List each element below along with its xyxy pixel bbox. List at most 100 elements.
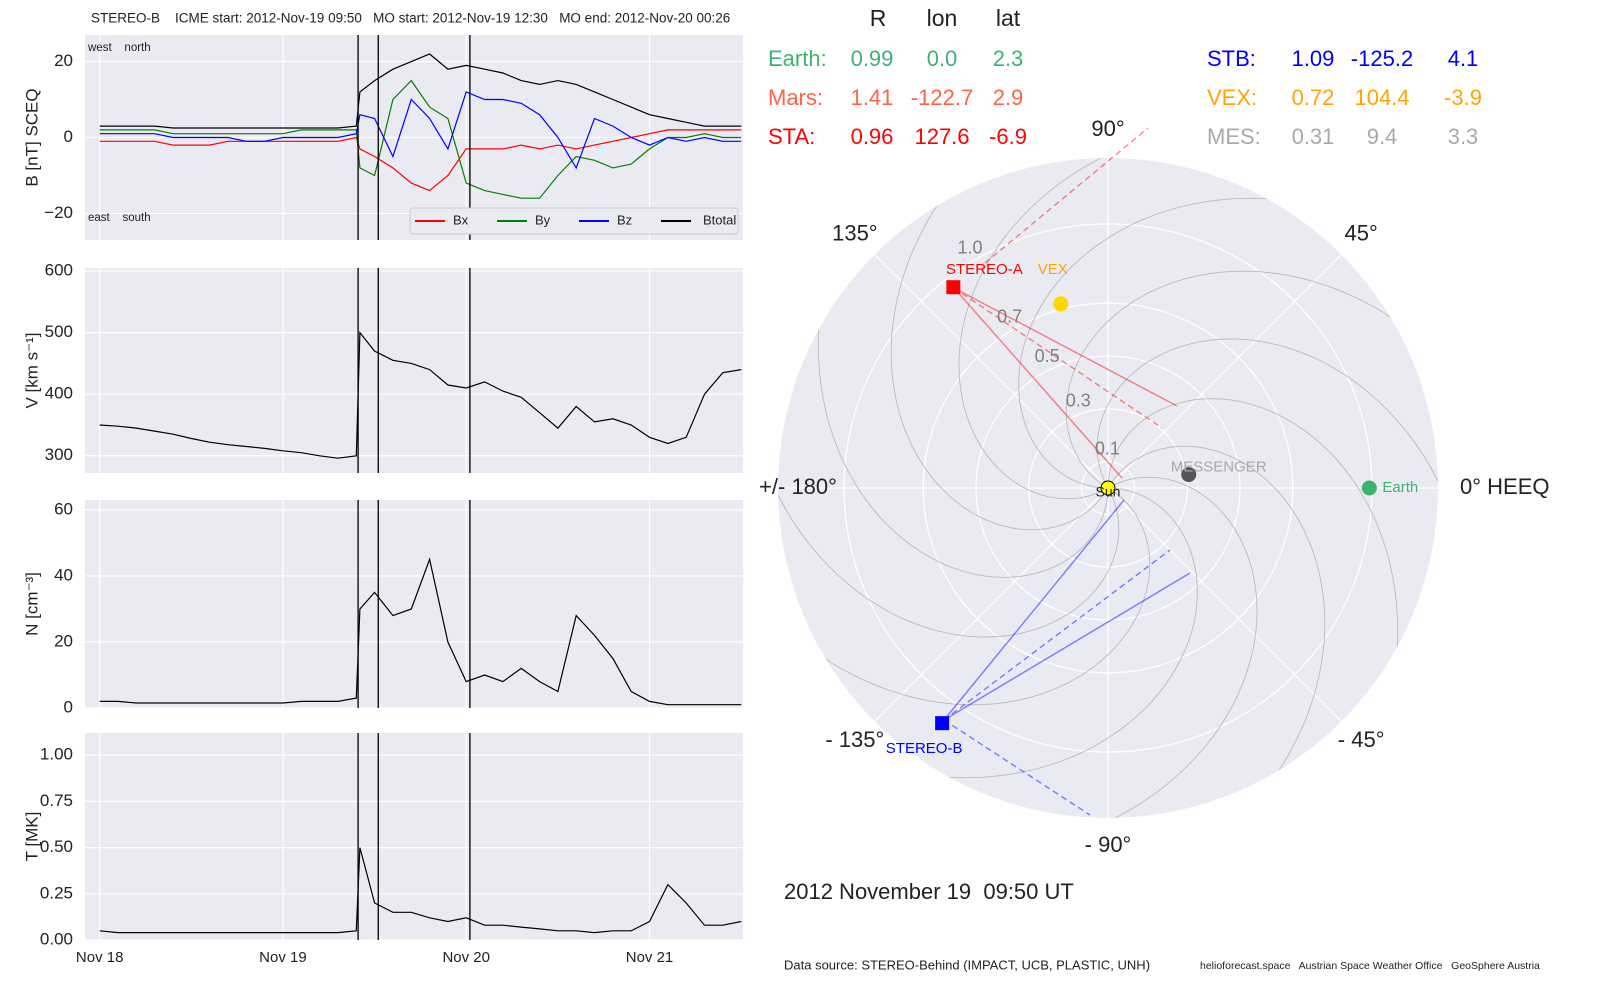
y-tick-label: 0.75 [40, 791, 73, 810]
y-axis-label: T [MK] [22, 812, 41, 862]
table-value: -3.9 [1444, 85, 1482, 110]
legend-label: Bx [453, 212, 469, 227]
sta-fov [984, 127, 1149, 264]
body-marker [1053, 296, 1069, 312]
x-tick-label: Nov 18 [76, 949, 124, 966]
body-label: VEX [1038, 261, 1068, 278]
stb-fov [943, 719, 1091, 816]
y-axis-label: N [cm⁻³] [22, 572, 41, 636]
legend-label: Btotal [703, 212, 736, 227]
y-tick-label: 0.50 [40, 837, 73, 856]
data-line [99, 557, 742, 706]
parker-spiral [958, 158, 1260, 500]
table-value: 3.3 [1448, 124, 1479, 149]
table-header: lat [996, 5, 1021, 31]
x-tick-label: Nov 21 [626, 949, 674, 966]
parker-spiral [778, 487, 1151, 706]
table-label: Mars: [768, 85, 823, 110]
y-tick-label: 20 [54, 51, 73, 70]
table-header: lon [927, 5, 958, 31]
y-tick-label: 1.00 [40, 745, 73, 764]
table-label: MES: [1207, 124, 1261, 149]
parker-spiral [890, 158, 1109, 531]
annotation: west north [87, 42, 151, 54]
body-marker [935, 716, 950, 731]
data-line [99, 79, 742, 199]
table-value: 1.41 [851, 85, 894, 110]
table-value: 0.72 [1292, 85, 1335, 110]
parker-spiral [1107, 445, 1326, 818]
parker-spiral [1096, 338, 1438, 640]
table-label: STA: [768, 124, 815, 149]
body-marker [1181, 467, 1197, 483]
table-value: 104.4 [1354, 85, 1409, 110]
plot-area [85, 268, 743, 473]
body-label: STEREO-A [946, 261, 1023, 278]
table-value: 0.0 [927, 46, 958, 71]
fov-lines [943, 127, 1191, 816]
y-tick-label: 600 [45, 261, 73, 280]
theta-tick-label: 90° [1091, 116, 1124, 141]
sta-fov [953, 287, 1163, 429]
stb-fov [943, 499, 1125, 721]
parker-spiral [1107, 398, 1399, 803]
stb-fov [943, 549, 1171, 721]
grid-spoke [1107, 487, 1342, 722]
annotation: east south [88, 212, 151, 224]
theta-tick-label: 0° HEEQ [1460, 474, 1550, 499]
data-line [99, 330, 742, 459]
credits: helioforecast.space Austrian Space Weath… [1200, 960, 1540, 972]
y-axis-label: V [km s⁻¹] [22, 332, 41, 408]
y-tick-label: 400 [45, 384, 73, 403]
theta-tick-label: - 135° [825, 727, 884, 752]
sta-fov [953, 287, 1178, 407]
y-tick-label: 0 [64, 697, 73, 716]
table-label: VEX: [1207, 85, 1257, 110]
y-tick-label: −20 [44, 203, 73, 222]
parker-spiral [1065, 270, 1438, 489]
theta-tick-label: +/- 180° [759, 474, 837, 499]
plot-area [85, 500, 743, 708]
parker-spiral [793, 487, 1198, 779]
table-value: 2.9 [993, 85, 1024, 110]
chart-title: STEREO-B ICME start: 2012-Nov-19 09:50 M… [91, 11, 730, 26]
table-value: 0.99 [851, 46, 894, 71]
parker-spiral [1018, 197, 1423, 489]
legend-label: By [535, 212, 551, 227]
legend-label: Bz [617, 212, 632, 227]
y-tick-label: 40 [54, 565, 73, 584]
y-tick-label: 300 [45, 445, 73, 464]
y-tick-label: 0 [64, 127, 73, 146]
body-marker [1361, 480, 1377, 496]
sun-label: Sun [1096, 484, 1121, 500]
y-axis-label: B [nT] SCEQ [22, 88, 41, 186]
table-value: -6.9 [989, 124, 1027, 149]
y-tick-label: 20 [54, 631, 73, 650]
table-value: -122.7 [911, 85, 973, 110]
grid-spoke [1107, 254, 1342, 489]
r-tick-label: 0.7 [997, 306, 1022, 326]
theta-tick-label: - 90° [1085, 832, 1132, 857]
body-label: MESSENGER [1171, 459, 1267, 476]
table-value: 4.1 [1448, 46, 1479, 71]
date-title: 2012 November 19 09:50 UT [784, 879, 1074, 904]
body-label: STEREO-B [886, 740, 963, 757]
body-label: Earth [1382, 479, 1418, 496]
table-value: 127.6 [914, 124, 969, 149]
body-marker [946, 280, 961, 295]
theta-tick-label: - 45° [1338, 727, 1385, 752]
r-tick-label: 0.5 [1035, 346, 1060, 366]
table-label: STB: [1207, 46, 1256, 71]
table-value: 9.4 [1367, 124, 1398, 149]
grid-spoke [874, 487, 1109, 722]
data-source: Data source: STEREO-Behind (IMPACT, UCB,… [784, 957, 1150, 972]
table-value: 0.31 [1292, 124, 1335, 149]
parker-spiral [956, 476, 1258, 818]
table-value: 0.96 [851, 124, 894, 149]
r-tick-label: 0.3 [1066, 391, 1091, 411]
data-line [99, 91, 742, 170]
parker-spiral [778, 336, 1120, 638]
table-value: 2.3 [993, 46, 1024, 71]
y-tick-label: 0.25 [40, 883, 73, 902]
